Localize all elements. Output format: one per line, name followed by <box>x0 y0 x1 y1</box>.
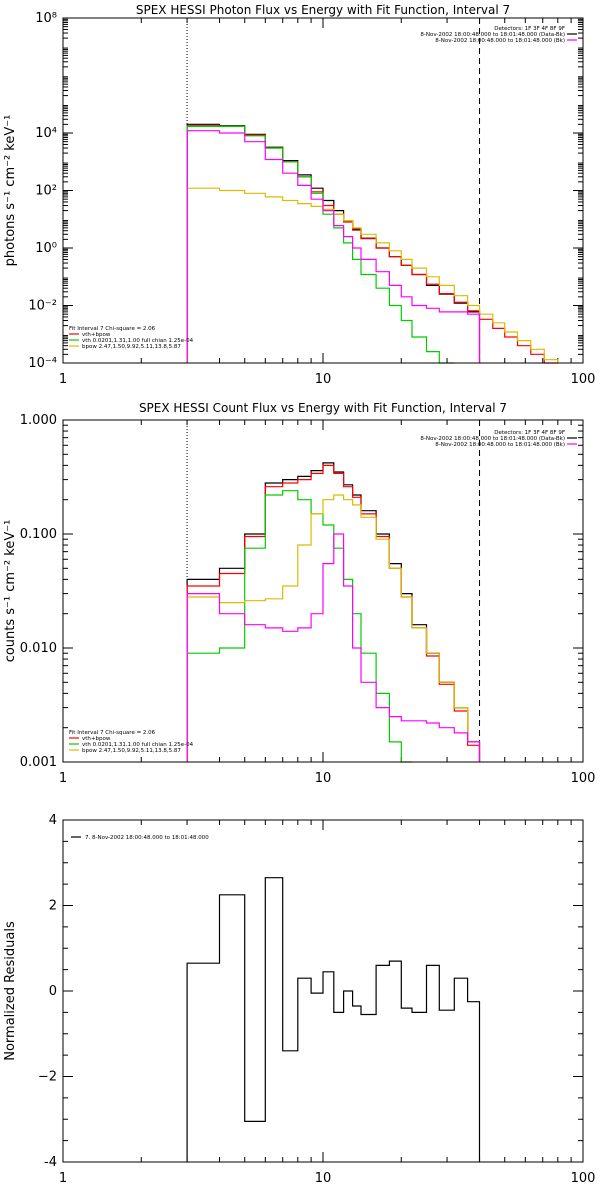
legend-top-entry: 8-Nov-2002 18:00:48.000 to 18:01:48.000 … <box>420 436 565 442</box>
panel-2: SPEX HESSI Count Flux vs Energy with Fit… <box>3 401 595 786</box>
y-tick-label: −2 <box>38 1070 57 1085</box>
fit-legend-entry: Fit Interval 7 Chi-square = 2.06 <box>69 326 156 332</box>
y-tick-label: 0.001 <box>20 755 57 770</box>
series-data-bk <box>186 462 481 762</box>
y-axis-label: Normalized Residuals <box>3 921 18 1061</box>
plot-frame <box>62 419 584 763</box>
y-tick-label: 1.000 <box>20 413 57 428</box>
x-minor-ticks <box>140 420 572 762</box>
fit-legend-entry: vth 0.0201,1.31,1.00 full chian 1.25e-04 <box>82 338 194 344</box>
legend-top-entry: 8-Nov-2002 18:00:48.000 to 18:01:48.000 … <box>435 38 565 44</box>
series-data-bk <box>186 123 481 363</box>
panel-3: Normalized Residuals 1 10 100 -4 −2 0 2 4 7. 8-No… <box>3 813 595 1186</box>
y-tick-label: 0 <box>49 984 57 999</box>
legend-top-entry: Detectors: 1F 3F 4F 8F 9F <box>494 26 565 32</box>
y-tick-label: 0.010 <box>20 641 57 656</box>
x-tick-label: 10 <box>315 1171 332 1186</box>
y-tick-label: 10⁰ <box>35 241 57 256</box>
legend-top-entry: 8-Nov-2002 18:00:48.000 to 18:01:48.000 … <box>435 442 565 448</box>
y-tick-label: 10⁸ <box>35 11 57 26</box>
fit-legend-entry: Fit Interval 7 Chi-square = 2.06 <box>69 730 156 736</box>
fit-legend-entry: vth+bpow <box>82 736 111 742</box>
y-minor-ticks <box>63 424 583 729</box>
y-minor-ticks <box>63 18 583 355</box>
legend-entry: 7. 8-Nov-2002 18:00:48.000 to 18:01:48.0… <box>85 835 209 841</box>
series-bk <box>186 533 481 762</box>
y-tick-label: 10⁻² <box>28 299 57 314</box>
series-vth-bpow <box>186 125 558 364</box>
y-tick-label: 2 <box>49 899 57 914</box>
y-tick-label: 10⁴ <box>35 126 57 141</box>
x-tick-label: 100 <box>571 1171 596 1186</box>
plot-frame <box>62 819 584 1163</box>
fit-legend-entry: bpow 2.47,1.50,9.92,5.11,13.8,5.87 <box>82 344 181 350</box>
series-bpow <box>186 494 481 762</box>
y-tick-label: 10² <box>35 184 57 199</box>
panel-1: SPEX HESSI Photon Flux vs Energy with Fi… <box>3 3 595 387</box>
x-tick-label: 1 <box>59 1171 67 1186</box>
chart-title: SPEX HESSI Count Flux vs Energy with Fit… <box>139 401 507 415</box>
x-tick-label: 1 <box>59 372 67 387</box>
y-tick-label: 10⁻⁴ <box>28 356 57 371</box>
fit-legend-entry: vth+bpow <box>82 332 111 338</box>
y-axis-label: photons s⁻¹ cm⁻² keV⁻¹ <box>3 115 18 267</box>
series-vth <box>186 490 412 763</box>
series-bpow <box>186 187 559 363</box>
x-minor-ticks <box>140 18 572 363</box>
y-tick-label: -4 <box>44 1155 57 1170</box>
x-minor-ticks <box>140 820 572 1162</box>
fit-legend-entry: bpow 2.47,1.50,9.92,5.11,13.8,5.87 <box>82 748 181 754</box>
y-tick-label: 4 <box>49 813 57 828</box>
y-tick-label: 0.100 <box>20 527 57 542</box>
legend-top-entry: 8-Nov-2002 18:00:48.000 to 18:01:48.000 … <box>420 32 565 38</box>
plot-frame <box>62 17 584 364</box>
series-bk <box>186 130 481 363</box>
x-tick-label: 10 <box>315 771 332 786</box>
series-7-8-nov-2002-18-00-48-000-to-18-01-48-000 <box>186 877 481 1162</box>
x-tick-label: 100 <box>571 771 596 786</box>
chart-title: SPEX HESSI Photon Flux vs Energy with Fi… <box>136 3 510 17</box>
series-vth <box>186 125 455 364</box>
y-axis-label: counts s⁻¹ cm⁻² keV⁻¹ <box>3 520 18 663</box>
x-tick-label: 1 <box>59 771 67 786</box>
legend-top-entry: Detectors: 1F 3F 4F 8F 9F <box>494 430 565 436</box>
fit-legend-entry: vth 0.0201,1.31,1.00 full chian 1.25e-04 <box>82 742 194 748</box>
x-tick-label: 10 <box>315 372 332 387</box>
x-tick-label: 100 <box>571 372 596 387</box>
